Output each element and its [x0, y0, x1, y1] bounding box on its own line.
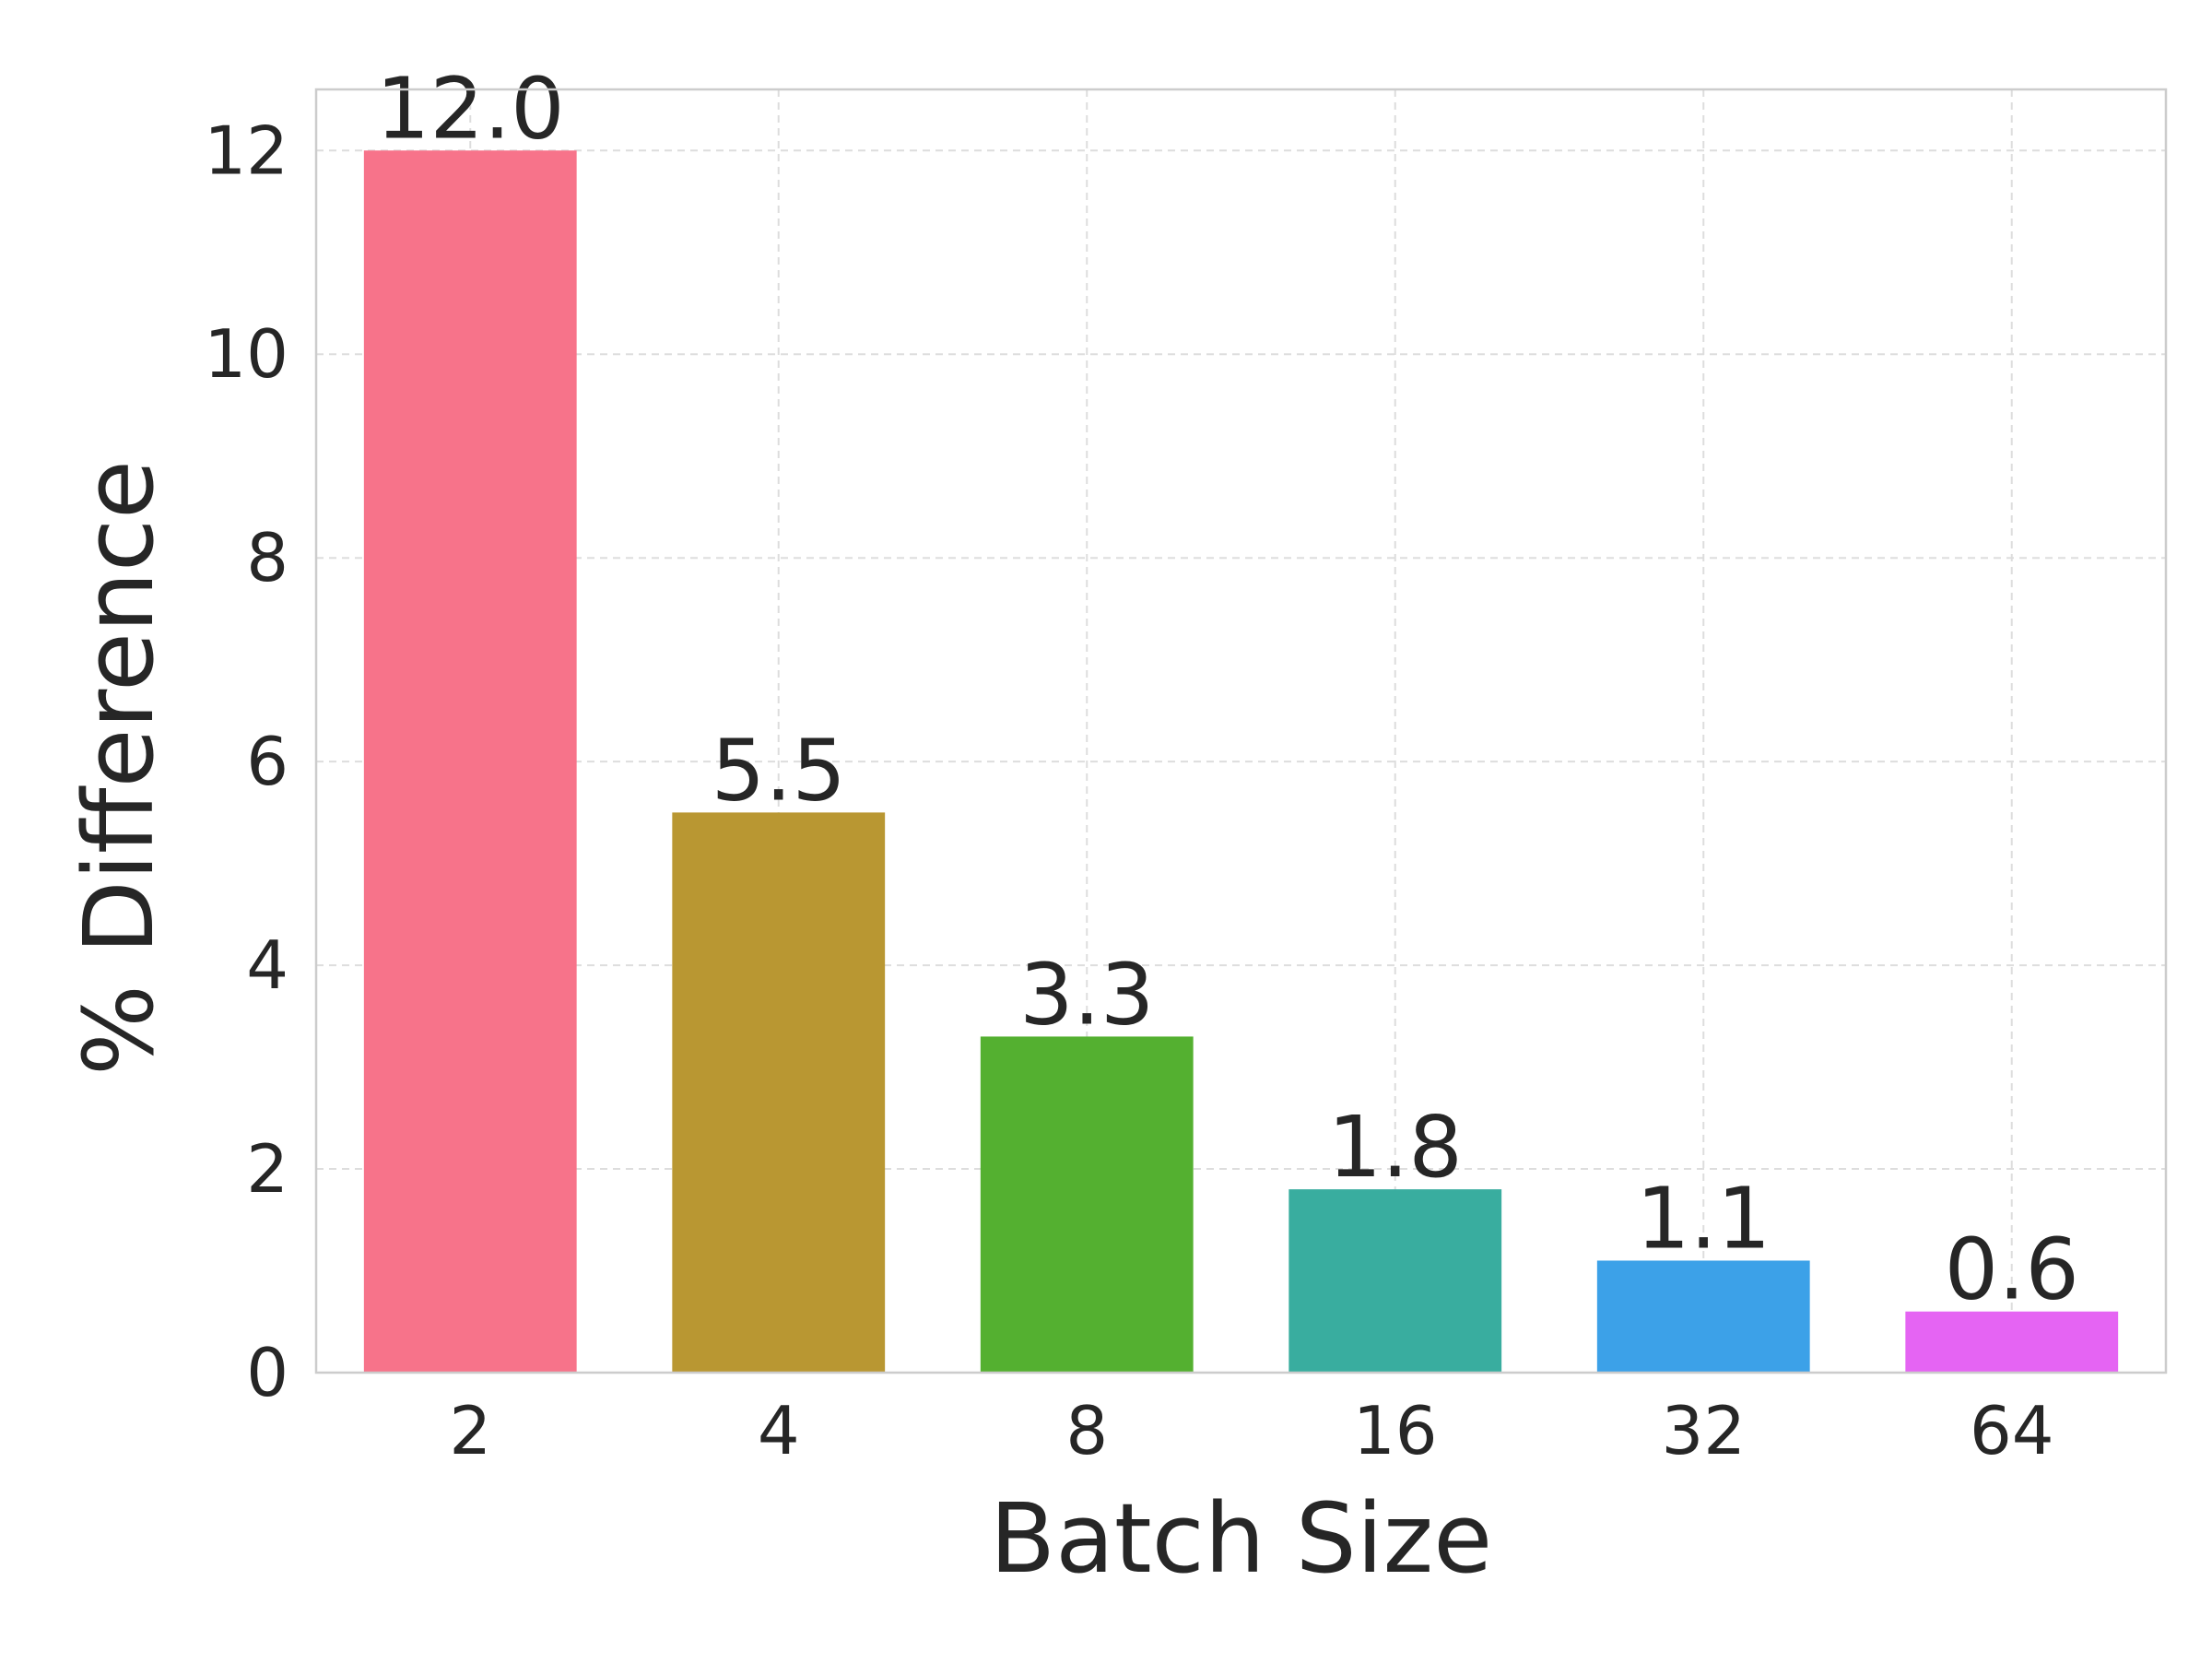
- x-tick-label: 64: [1970, 1392, 2054, 1469]
- y-tick-label: 0: [246, 1334, 288, 1411]
- data-labels-layer: 12.0 5.5 3.3 1.8 1.1 0.6: [376, 59, 2079, 1318]
- x-tick-label: 8: [1065, 1392, 1108, 1469]
- x-tick-label: 2: [449, 1392, 491, 1469]
- plot-frame: [314, 88, 2168, 1374]
- bar-data-label: 1.8: [1328, 1098, 1463, 1197]
- y-tick-label: 10: [204, 315, 288, 393]
- bar: [1905, 1311, 2119, 1373]
- x-tick-label: 32: [1661, 1392, 1746, 1469]
- ticks-layer: 0 2 4 6 8 10 12 2 4 8 16 32 64: [204, 112, 2053, 1469]
- bar-data-label: 12.0: [376, 59, 565, 158]
- bar: [363, 150, 577, 1373]
- y-axis-title: % Difference: [63, 460, 175, 1076]
- bar-data-label: 3.3: [1019, 945, 1154, 1044]
- y-tick-label: 4: [246, 926, 288, 1004]
- y-tick-label: 8: [246, 519, 288, 596]
- bar-data-label: 0.6: [1945, 1221, 2079, 1319]
- x-tick-label: 4: [758, 1392, 800, 1469]
- bar-data-label: 1.1: [1636, 1169, 1771, 1268]
- bar-data-label: 5.5: [712, 721, 846, 820]
- bar: [672, 812, 886, 1373]
- bars-layer: [363, 150, 2119, 1373]
- x-tick-label: 16: [1353, 1392, 1438, 1469]
- bar: [1596, 1260, 1810, 1373]
- y-tick-label: 2: [246, 1130, 288, 1208]
- bar: [1288, 1189, 1502, 1373]
- x-axis-title: Batch Size: [990, 1482, 1493, 1595]
- y-tick-label: 6: [246, 723, 288, 800]
- bar: [980, 1036, 1194, 1373]
- y-tick-label: 12: [204, 112, 288, 189]
